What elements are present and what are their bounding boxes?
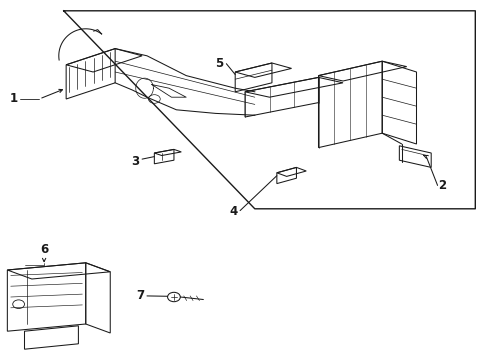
Text: 2: 2 <box>439 179 447 192</box>
Text: 7: 7 <box>136 289 145 302</box>
Text: 3: 3 <box>131 155 140 168</box>
Text: 6: 6 <box>40 243 48 256</box>
Text: 4: 4 <box>229 205 238 218</box>
Text: 5: 5 <box>215 57 223 70</box>
Text: 1: 1 <box>10 93 18 105</box>
